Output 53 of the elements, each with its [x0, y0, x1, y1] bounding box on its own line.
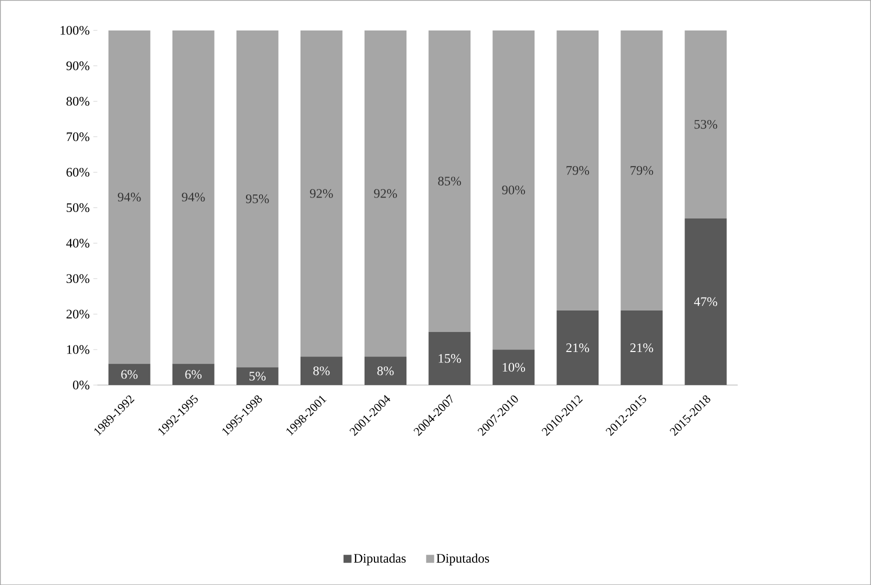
bar [556, 30, 599, 310]
y-tick-label: 80% [66, 96, 90, 106]
y-tick-label: 70% [66, 132, 90, 142]
bar [492, 30, 535, 350]
legend-label: Diputados [436, 553, 490, 566]
legend-label: Diputadas [354, 553, 406, 566]
data-label: 92% [310, 188, 333, 198]
bar [556, 310, 599, 385]
data-label: 8% [313, 366, 330, 376]
bar [236, 30, 278, 368]
bar [108, 364, 150, 385]
data-label: 10% [502, 362, 526, 372]
bar [300, 356, 342, 385]
data-label: 79% [566, 166, 590, 175]
bar [172, 30, 214, 364]
data-label: 90% [502, 185, 526, 194]
data-label: 21% [566, 343, 590, 352]
bar [684, 30, 727, 218]
bar [428, 332, 471, 385]
bar [620, 30, 663, 310]
y-tick-label: 40% [66, 238, 90, 248]
bar [364, 30, 406, 357]
y-tick-label: 0% [72, 380, 90, 390]
data-label: 8% [377, 366, 394, 376]
data-label: 47% [694, 297, 718, 306]
data-label: 79% [630, 166, 654, 175]
bar [684, 218, 727, 385]
y-tick-label: 90% [66, 61, 90, 70]
data-label: 53% [694, 120, 718, 129]
bar [108, 30, 150, 364]
bar [492, 349, 535, 385]
data-label: 6% [121, 370, 138, 379]
data-label: 15% [438, 354, 462, 363]
y-tick-label: 100% [60, 26, 90, 35]
y-tick-label: 50% [66, 203, 90, 212]
data-label: 94% [182, 192, 205, 202]
bar [364, 356, 406, 385]
data-label: 85% [438, 176, 462, 186]
bar [620, 310, 663, 385]
y-tick-label: 10% [67, 345, 90, 354]
y-tick-label: 60% [66, 168, 90, 177]
data-label: 5% [250, 372, 266, 380]
data-label: 95% [246, 194, 269, 204]
bar [300, 30, 342, 357]
data-label: 21% [630, 343, 654, 352]
y-tick-label: 20% [66, 310, 90, 318]
bar [428, 30, 471, 332]
bar [236, 367, 278, 385]
data-label: 6% [185, 370, 202, 379]
data-label: 94% [118, 192, 141, 202]
bar [172, 364, 214, 385]
data-label: 92% [374, 188, 397, 198]
y-tick-label: 30% [66, 274, 90, 283]
